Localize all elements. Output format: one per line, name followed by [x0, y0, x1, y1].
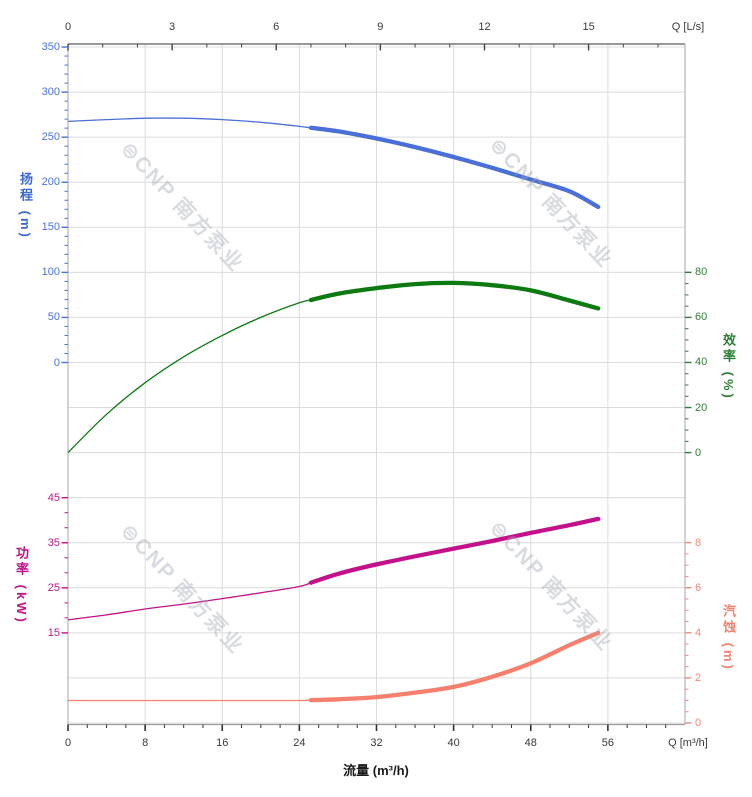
top-axis-tick-label: 6	[273, 21, 280, 33]
efficiency-axis-title: 效率 (%)	[721, 333, 736, 401]
power-curve	[308, 516, 601, 585]
top-axis-tick-label: 12	[478, 21, 491, 33]
head-curve-thin	[67, 117, 311, 129]
npsh-axis-tick-label: 0	[695, 717, 702, 729]
efficiency-axis-tick-label: 0	[695, 446, 702, 459]
head-axis-tick-label: 200	[41, 176, 60, 189]
npsh-axis-tick-label: 4	[695, 626, 702, 639]
efficiency-axis-tick-label: 40	[695, 356, 708, 369]
top-axis-tick-label: 0	[64, 21, 72, 33]
eff-curve-thin	[67, 299, 312, 454]
bottom-axis-tick-label: 24	[293, 737, 306, 749]
efficiency-axis-tick-label: 60	[695, 311, 708, 324]
power-axis-tick-label: 15	[47, 626, 60, 639]
efficiency-axis-tick-label: 80	[695, 266, 708, 279]
bottom-axis-tick-label: 56	[601, 737, 614, 749]
top-axis-tick-label: 9	[377, 21, 384, 33]
power-axis-tick-label: 35	[47, 536, 60, 549]
head-axis-tick-label: 0	[53, 356, 60, 369]
bottom-axis-tick-label: 0	[64, 737, 72, 749]
head-axis-tick-label: 300	[41, 86, 60, 99]
eff-curve	[308, 280, 601, 311]
bottom-axis-tick-label: 8	[142, 737, 149, 749]
npsh-curve	[308, 630, 601, 703]
head-axis-title: 扬程 (m)	[18, 172, 33, 240]
head-axis-tick-label: 150	[41, 221, 60, 234]
bottom-axis-tick-label: 32	[370, 737, 383, 749]
head-axis-tick-label: 350	[41, 41, 60, 54]
bottom-axis-tick-label: 48	[524, 737, 537, 749]
power-axis-title: 功率 (kW)	[14, 546, 29, 625]
power-axis-tick-label: 45	[47, 491, 60, 504]
npsh-axis-tick-label: 6	[695, 581, 702, 594]
bottom-axis-tick-label: 16	[216, 737, 229, 749]
power-axis-tick-label: 25	[47, 581, 60, 594]
npsh-axis-title: 汽蚀 (m)	[721, 604, 736, 672]
bottom-axis-tick-label: 40	[447, 737, 460, 749]
head-curve	[308, 125, 601, 210]
power-curve-thin	[67, 582, 312, 621]
bottom-axis-title: 流量 (m³/h)	[343, 763, 409, 778]
head-axis-tick-label: 250	[41, 131, 60, 144]
head-axis-tick-label: 50	[47, 311, 60, 324]
bottom-axis-unit-label: Q [m³/h]	[668, 737, 708, 749]
head-axis-tick-label: 100	[41, 266, 60, 279]
efficiency-axis-tick-label: 20	[695, 401, 708, 414]
top-axis-unit-label: Q [L/s]	[671, 21, 705, 33]
top-axis-tick-label: 3	[169, 21, 176, 33]
npsh-axis-tick-label: 8	[695, 536, 702, 549]
npsh-axis-tick-label: 2	[695, 671, 702, 684]
top-axis-tick-label: 15	[582, 21, 595, 33]
